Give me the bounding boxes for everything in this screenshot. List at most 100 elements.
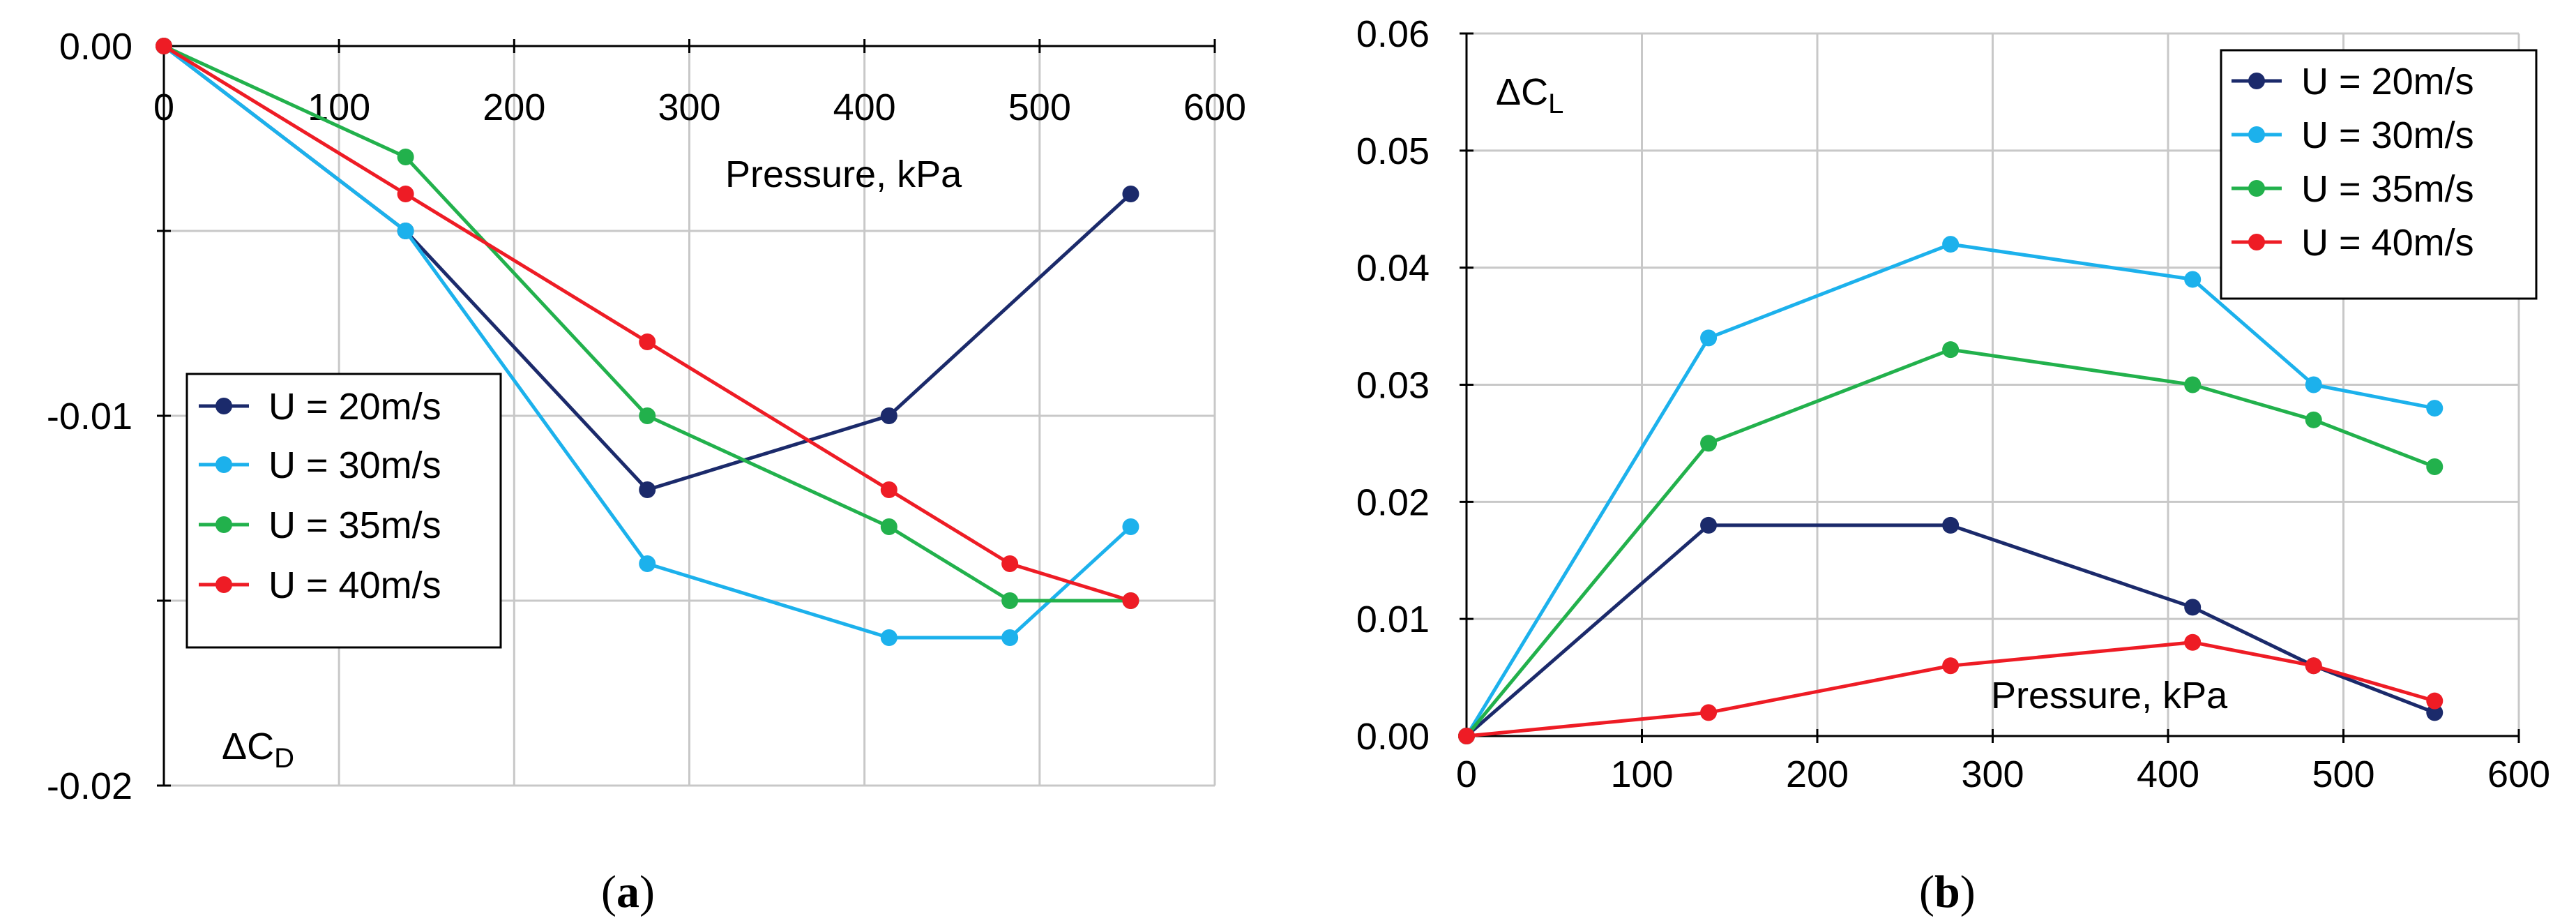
panel-b-legend-label: U = 20m/s [2301,61,2474,103]
panel-b-data-point [1700,435,1718,452]
panel-b-series-3 [1458,341,2444,744]
panel-b-data-point [2426,692,2444,710]
panel-b-chart: 0 100 200 300 400 500 600 0.00 0.01 0.02 0.03 0.04… [1356,13,2550,917]
panel-b-legend-items: U = 20m/s U = 30m/s U = 35m/s U = 40m/s [2232,61,2474,264]
panel-a-data-point [1122,592,1139,609]
panel-a-y-tick-label: 0.00 [59,26,132,68]
panel-b-x-axis-title: Pressure, kPa [1991,675,2228,716]
panel-a-legend-swatch-marker [215,516,232,533]
panel-b-data-point [2426,458,2444,475]
panel-b-data-point [2184,633,2202,651]
panel-a-data-point [880,629,897,646]
panel-b-y-axis-title-sub: L [1548,89,1563,119]
panel-b-legend-label: U = 40m/s [2301,222,2474,264]
panel-a-legend-box [185,373,502,649]
panel-b-series-2 [1458,236,2444,744]
panel-b-data-point [2305,411,2322,428]
panel-b-legend-label: U = 30m/s [2301,114,2474,156]
panel-a-data-point [397,186,414,202]
panel-b-label: (b) [1919,866,1976,917]
panel-b-y-tick-label: 0.03 [1356,365,1430,407]
panel-a-data-point [397,149,414,165]
panel-b-y-tick-label: 0.05 [1356,130,1430,172]
panel-b-y-tick-label: 0.06 [1356,13,1430,55]
panel-a-label-open: ( [601,866,616,917]
panel-b-label-open: ( [1919,866,1934,917]
panel-a-y-tick-label: -0.01 [47,396,132,437]
panel-b-series-line [1465,347,2436,737]
panel-b-legend-label: U = 35m/s [2301,168,2474,210]
panel-b-legend-item: U = 40m/s [2232,222,2474,264]
panel-a-legend-item: U = 40m/s [199,564,441,606]
panel-a-data-point [639,481,656,498]
panel-a-y-tick-label: -0.02 [47,765,132,807]
panel-b-legend-swatch-marker [2248,180,2265,197]
panel-a-x-tick-label: 100 [308,87,370,128]
panel-b-x-tick-label: 600 [2487,753,2550,795]
panel-b-y-tick-label: 0.01 [1356,599,1430,640]
panel-a-legend-label: U = 30m/s [268,444,441,486]
panel-a-legend-label: U = 40m/s [268,564,441,606]
panel-b-data-point [1942,516,1960,534]
panel-b-series-line [1465,523,2436,737]
panel-b-series [1458,236,2444,744]
panel-b-legend-swatch-marker [2248,126,2265,143]
panel-a-data-point [1001,629,1019,646]
panel-b-y-tick-label: 0.04 [1356,248,1430,290]
panel-a-series-line [162,45,1132,640]
panel-b-x-tick-label: 200 [1786,753,1849,795]
panel-a-x-tick-label: 600 [1183,87,1246,128]
panel-a-data-point [639,333,656,350]
panel-b-series-line [1466,640,2435,738]
panel-a-x-axis-title: Pressure, kPa [725,153,962,195]
panel-a-series-line [162,44,1132,603]
panel-b-axes [1460,32,2520,743]
panel-a-x-tick-label: 200 [483,87,545,128]
panel-a-legend-label: U = 35m/s [268,504,441,546]
panel-a-x-tick-label: 400 [833,87,896,128]
panel-a-y-tick-labels: 0.00 -0.01 -0.02 [47,26,132,807]
panel-b-series-4 [1458,633,2444,744]
panel-b-data-point [2426,400,2444,417]
panel-a-legend: U = 20m/s U = 30m/s U = 35m/s U = 40m/s [185,373,502,649]
panel-a-legend-item: U = 35m/s [199,504,441,546]
panel-b-data-point [2305,376,2322,393]
panel-b-data-point [2184,271,2202,288]
panel-b-y-tick-label: 0.02 [1356,481,1430,523]
panel-b-data-point [1700,329,1718,347]
panel-a-data-point [1122,186,1139,202]
panel-a-legend-items: U = 20m/s U = 30m/s U = 35m/s U = 40m/s [199,386,441,606]
panel-a-legend-item: U = 30m/s [199,444,441,486]
panel-b-x-tick-label: 500 [2312,753,2374,795]
panel-b-series-1 [1458,516,2444,744]
panel-a-data-point [156,38,172,54]
panel-a-data-point [639,555,656,572]
panel-a-x-tick-label: 500 [1008,87,1071,128]
panel-a-y-axis-title: ΔCD [222,726,294,774]
panel-b-legend-swatch-marker [2248,234,2265,250]
panel-b-y-tick-label: 0.00 [1356,716,1430,758]
panel-b-data-point [2426,704,2444,721]
panel-b-x-tick-label: 100 [1610,753,1673,795]
panel-b-y-axis-title: ΔCL [1496,71,1563,119]
panel-b-label-letter: b [1934,866,1960,917]
panel-b-legend-item: U = 20m/s [2232,61,2474,103]
panel-a-label: (a) [601,866,655,917]
panel-b-legend-item: U = 30m/s [2232,114,2474,156]
panel-b-data-point [1942,236,1960,253]
panel-b-x-tick-label: 0 [1456,753,1477,795]
panel-a-series [156,38,1139,646]
panel-a-label-close: ) [639,866,655,917]
panel-a-legend-item: U = 20m/s [199,386,441,428]
panel-b-x-tick-labels: 0 100 200 300 400 500 600 [1456,753,2550,795]
panel-b-x-tick-label: 300 [1961,753,2024,795]
panel-a-label-letter: a [616,866,639,917]
panel-b-data-point [2184,376,2202,393]
panel-b-legend: U = 20m/s U = 30m/s U = 35m/s U = 40m/s [2220,49,2538,300]
panel-a-data-point [880,407,897,424]
panel-a-data-point [639,407,656,424]
panel-b-y-tick-labels: 0.00 0.01 0.02 0.03 0.04 0.05 0.06 [1356,13,1430,758]
panel-b-data-point [1700,704,1718,721]
panel-a-data-point [397,223,414,239]
panel-a-legend-swatch-marker [215,576,232,593]
